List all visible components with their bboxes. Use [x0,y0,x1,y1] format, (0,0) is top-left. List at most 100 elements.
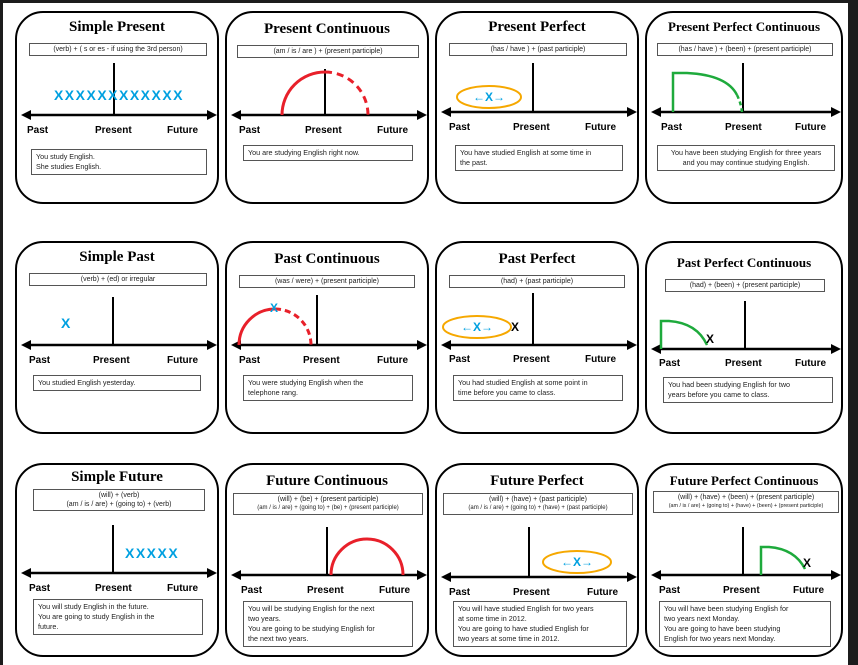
tenses-chart: Simple Present (verb) + ( s or es - if u… [3,3,848,665]
formula-line: (verb) + ( s or es - if using the 3rd pe… [53,46,183,53]
example-box: You have been studying English for three… [657,145,835,171]
card-title: Future Perfect Continuous [669,473,819,488]
future-arrowhead [417,110,427,120]
past-arrowhead [441,107,451,117]
timeline-diagram [651,301,841,354]
formula-box: (verb) + (ed) or irregular [29,273,207,286]
example-line: the next two years. [248,634,309,643]
axis-present: Present [723,585,760,596]
example-box: You will have studied English for two ye… [453,601,627,647]
interruption-marker: X [270,301,279,315]
past-arrowhead [441,340,451,350]
axis-future: Future [167,125,199,136]
axis-past: Past [241,585,263,596]
card-title: Present Perfect Continuous [667,19,821,34]
formula-box: (was / were) + (present participle) [239,275,415,288]
formula-line: (had) + (past participle) [500,278,574,285]
timeline-diagram [21,525,217,578]
timeline-diagram [651,63,841,117]
past-arrowhead [231,110,241,120]
example-line: You had studied English at some point in [458,378,588,387]
axis-past: Past [29,583,51,594]
example-line: the past. [460,158,488,167]
axis-present: Present [513,354,550,365]
future-ongoing-arc [329,537,405,576]
formula-box: (had) + (been) + (present participle) [665,279,825,292]
axis-present: Present [305,125,342,136]
timeline-diagram [21,63,217,120]
example-box: You were studying English when the telep… [243,375,413,401]
card-title: Future Continuous [266,473,388,489]
ongoing-arc-future [274,307,313,346]
future-arrowhead [627,107,637,117]
formula-line: (was / were) + (present participle) [274,278,380,285]
future-arrowhead [831,107,841,117]
axis-present: Present [725,122,762,133]
future-arrowhead [627,340,637,350]
axis-future: Future [795,358,827,369]
example-box: You study English. She studies English. [31,149,207,175]
formula-line: (has / have ) + (been) + (present partic… [678,46,812,53]
continuation-curve [735,94,744,113]
past-arrowhead [441,572,451,582]
future-arrowhead [207,110,217,120]
card-future-continuous: Future Continuous (will) + (be) + (prese… [225,463,429,657]
formula-box: (has / have ) + (been) + (present partic… [657,43,833,56]
axis-present: Present [93,355,130,366]
example-line: You are going to have studied English fo… [458,624,589,633]
unspecified-time-oval [456,85,522,109]
timeline-diagram [441,63,637,117]
formula-line: (will) + (have) + (past participle) [488,496,588,503]
card-title: Simple Future [71,469,163,485]
example-box: You had studied English at some point in… [453,375,623,401]
formula-line: (am / is / are) + (going to) + (have) + … [468,505,608,511]
past-arrowhead [21,568,31,578]
axis-future: Future [585,122,617,133]
formula-box: (will) + (verb) (am / is / are) + (going… [33,489,205,511]
formula-line: (am / is / are ) + (present participle) [273,48,383,55]
axis-future: Future [379,585,411,596]
example-line: You studied English yesterday. [38,378,136,387]
example-box: You studied English yesterday. [33,375,201,391]
blue-x-row: XXXXXXXXXXXX [53,87,185,103]
axis-present: Present [303,355,340,366]
example-box: You had been studying English for two ye… [663,377,833,403]
formula-line: (verb) + (ed) or irregular [80,276,156,283]
axis-past: Past [661,122,683,133]
card-present-perfect-continuous: Present Perfect Continuous (has / have )… [645,11,843,204]
example-line: You have been studying English for three… [670,148,822,157]
axis-past: Past [659,358,681,369]
card-present-perfect: Present Perfect (has / have ) + (past pa… [435,11,639,204]
card-title: Past Perfect Continuous [676,255,812,270]
example-box: You have studied English at some time in… [455,145,623,171]
example-box: You will study English in the future. Yo… [33,599,203,635]
axis-present: Present [95,125,132,136]
axis-future: Future [377,355,409,366]
future-arrowhead [417,340,427,350]
axis-present: Present [513,587,550,598]
ongoing-arc-past [280,70,326,116]
future-arrowhead [831,570,841,580]
card-title: Past Perfect [498,251,576,267]
earlier-action-oval [442,315,512,339]
duration-curve [671,71,739,112]
axis-present: Present [307,585,344,596]
axis-past: Past [659,585,681,596]
axis-future: Future [377,125,409,136]
card-title: Future Perfect [490,473,584,489]
example-box: You will have been studying English for … [659,601,831,647]
card-past-perfect-continuous: Past Perfect Continuous (had) + (been) +… [645,241,843,434]
formula-line: (had) + (been) + (present participle) [689,282,801,289]
axis-future: Future [167,355,199,366]
formula-line: (will) + (be) + (present participle) [277,496,379,503]
formula-line: (will) + (verb) [98,492,140,499]
duration-curve [759,545,807,575]
formula-box: (will) + (have) + (past participle) (am … [443,493,633,515]
card-simple-present: Simple Present (verb) + ( s or es - if u… [15,11,219,204]
example-line: You study English. [36,152,95,161]
card-future-perfect: Future Perfect (will) + (have) + (past p… [435,463,639,657]
axis-past: Past [449,122,471,133]
past-arrowhead [651,570,661,580]
formula-line: (am / is / are) + (going to) + (verb) [66,501,172,508]
card-present-continuous: Present Continuous (am / is / are ) + (p… [225,11,429,204]
